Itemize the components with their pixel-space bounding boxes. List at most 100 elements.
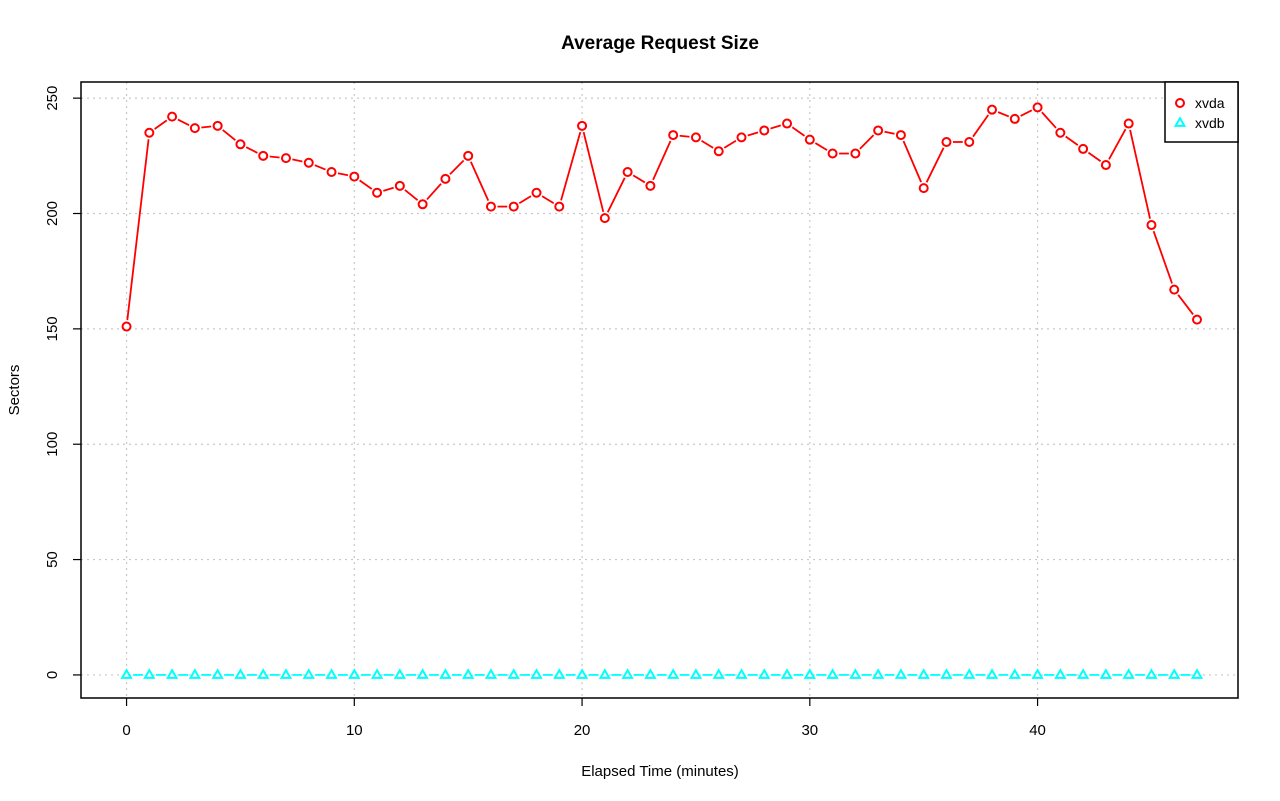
data-point xyxy=(1055,127,1066,138)
series-segment xyxy=(884,130,895,135)
series-segment xyxy=(723,139,737,149)
data-point xyxy=(417,199,428,210)
data-point xyxy=(872,668,885,679)
series-segment xyxy=(222,129,236,141)
data-point xyxy=(463,150,474,161)
series-segment xyxy=(606,177,626,213)
data-point xyxy=(1032,102,1043,113)
data-point xyxy=(348,668,361,679)
data-point xyxy=(257,668,270,679)
data-point xyxy=(599,213,610,224)
series-segment xyxy=(1108,128,1127,160)
data-point xyxy=(622,166,633,177)
series-segment xyxy=(1129,129,1151,219)
series-segment xyxy=(470,161,490,202)
x-tick-label: 0 xyxy=(122,722,130,739)
data-point xyxy=(1099,668,1113,679)
data-point xyxy=(143,668,156,679)
series-segment xyxy=(582,131,605,213)
data-point xyxy=(485,201,496,212)
y-tick-label: 200 xyxy=(44,201,61,226)
legend-marker xyxy=(1175,98,1185,108)
series-segment xyxy=(1177,294,1194,316)
data-point xyxy=(894,668,908,679)
data-point xyxy=(279,668,293,679)
data-point xyxy=(1076,668,1090,679)
series-layer xyxy=(120,102,1204,679)
series-segment xyxy=(701,139,714,149)
data-point xyxy=(826,668,839,679)
data-point xyxy=(782,118,793,129)
data-point xyxy=(1009,113,1020,124)
data-point xyxy=(211,668,224,679)
data-point xyxy=(1100,160,1111,171)
data-point xyxy=(394,180,405,191)
series-segment xyxy=(541,195,555,204)
data-point xyxy=(712,668,725,679)
x-tick-label: 10 xyxy=(346,722,363,739)
series-segment xyxy=(449,159,465,175)
series-segment xyxy=(770,124,782,130)
x-axis-label: Elapsed Time (minutes) xyxy=(581,763,739,780)
data-point xyxy=(668,130,679,141)
series-segment xyxy=(1041,111,1057,129)
data-point xyxy=(941,136,952,147)
data-point xyxy=(1146,220,1157,231)
data-point xyxy=(689,668,703,679)
series-segment xyxy=(747,131,759,137)
data-point xyxy=(393,668,407,679)
data-point xyxy=(144,127,155,138)
data-point xyxy=(508,201,519,212)
data-point xyxy=(416,668,429,679)
data-point xyxy=(370,668,384,679)
series-segment xyxy=(902,140,922,183)
series-xvdb xyxy=(120,668,1204,679)
data-point xyxy=(964,136,975,147)
data-point xyxy=(598,668,611,679)
series-segment xyxy=(1152,230,1173,284)
series-segment xyxy=(383,186,394,192)
data-point xyxy=(803,668,816,679)
data-point xyxy=(1169,284,1180,295)
data-point xyxy=(372,187,383,198)
data-point xyxy=(439,668,452,679)
series-segment xyxy=(632,174,646,184)
data-point xyxy=(1078,143,1089,154)
series-segment xyxy=(404,189,419,201)
plot-frame xyxy=(80,81,1239,699)
data-point xyxy=(690,132,701,143)
y-tick-label: 50 xyxy=(44,551,61,568)
series-segment xyxy=(560,131,582,201)
data-point xyxy=(280,153,291,164)
data-point xyxy=(303,157,314,168)
series-segment xyxy=(269,155,280,159)
data-point xyxy=(212,120,223,131)
data-point xyxy=(645,180,656,191)
y-tick-label: 250 xyxy=(44,86,61,111)
data-point xyxy=(735,668,748,679)
data-point xyxy=(530,668,543,679)
data-point xyxy=(1190,668,1204,679)
data-point xyxy=(1192,314,1203,325)
data-point xyxy=(827,148,838,159)
data-point xyxy=(758,668,771,679)
data-point xyxy=(1123,118,1134,129)
data-point xyxy=(1122,668,1135,679)
series-segment xyxy=(359,179,373,190)
y-tick-label: 100 xyxy=(44,432,61,457)
legend-marker xyxy=(1173,116,1187,127)
data-point xyxy=(736,132,747,143)
axes: 0 10 20 30 40 0 50 100 150 200 250 xyxy=(44,86,1046,739)
data-point xyxy=(940,668,953,679)
series-segment xyxy=(201,125,212,129)
data-point xyxy=(780,668,794,679)
series-segment xyxy=(1020,109,1033,117)
series-segment xyxy=(245,146,258,154)
series-segment xyxy=(652,140,672,181)
data-point xyxy=(1168,668,1181,679)
data-point xyxy=(873,125,884,136)
y-axis-label: Sectors xyxy=(6,365,23,416)
series-segment xyxy=(426,183,442,201)
legend-label: xvda xyxy=(1195,95,1225,111)
